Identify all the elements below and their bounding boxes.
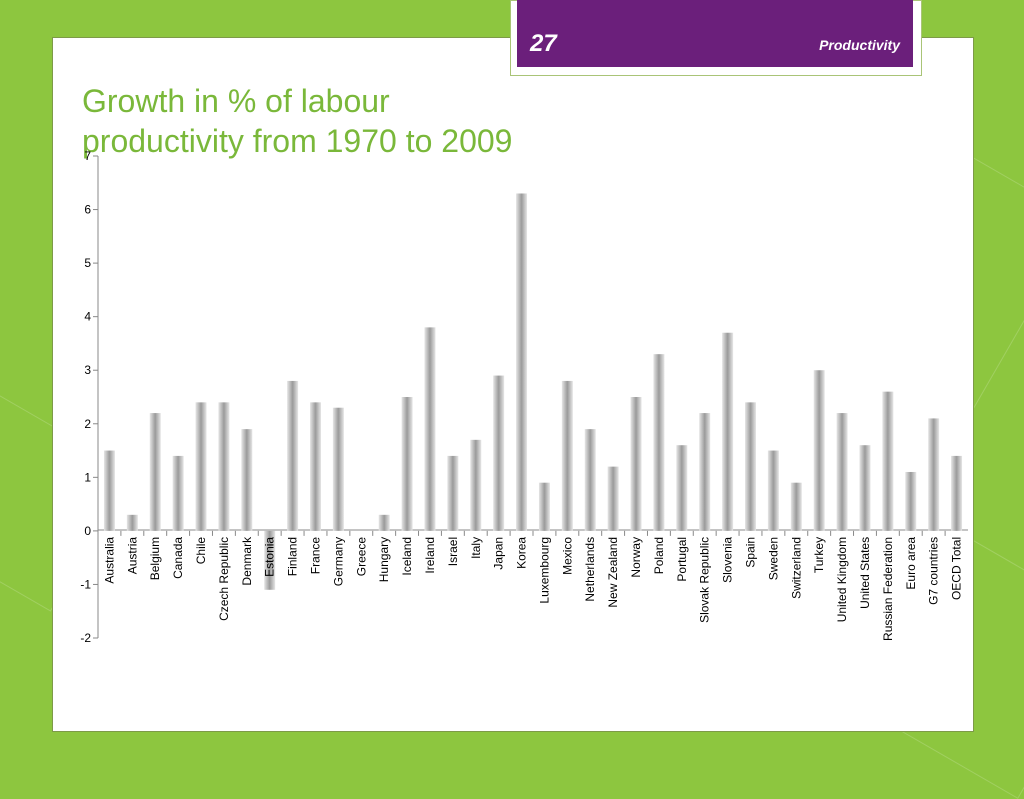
bar <box>584 429 596 531</box>
x-tick-label: Chile <box>194 537 208 565</box>
x-tick-label: Israel <box>446 537 460 566</box>
bar <box>951 455 963 531</box>
x-tick-label: Japan <box>492 537 506 570</box>
y-tick-label: 4 <box>84 310 91 324</box>
bar <box>745 402 756 531</box>
bar <box>470 439 482 531</box>
slide-number: 27 <box>530 30 557 57</box>
bar <box>516 193 528 531</box>
x-tick-label: Slovenia <box>721 537 735 583</box>
x-tick-label: Sweden <box>766 537 780 580</box>
bar <box>126 514 138 531</box>
x-tick-label: Denmark <box>240 536 254 586</box>
x-tick-label: France <box>309 537 323 575</box>
x-tick-label: Norway <box>629 537 643 578</box>
bar <box>218 402 230 531</box>
bar <box>241 429 253 531</box>
bar <box>905 471 917 531</box>
productivity-bar-chart: -2 -1 0 1 2 3 4 5 6 7 Australia Austria Belgium Cana… <box>80 149 968 645</box>
y-tick-label: 1 <box>84 470 91 484</box>
bar <box>378 514 390 531</box>
x-tick-label: Poland <box>652 537 666 574</box>
x-tick-label: Ireland <box>423 537 437 574</box>
bar <box>928 418 940 531</box>
x-tick-label: Netherlands <box>583 537 597 602</box>
bar <box>699 413 711 531</box>
x-axis-labels: Australia Austria Belgium Canada Chile Czech … <box>97 530 964 641</box>
y-tick-label: -2 <box>80 631 91 645</box>
bar <box>653 354 665 531</box>
bar <box>332 407 344 531</box>
x-tick-label: OECD Total <box>950 537 964 600</box>
bar <box>630 397 642 531</box>
x-tick-label: Euro area <box>904 537 918 590</box>
y-tick-label: 0 <box>84 524 91 538</box>
bar <box>813 370 825 531</box>
x-tick-label: Slovak Republic <box>698 537 712 623</box>
x-tick-label: Hungary <box>377 537 391 582</box>
bar <box>287 380 299 531</box>
x-tick-label: Russian Federation <box>881 537 895 641</box>
slide-title: Growth in % of labour productivity from … <box>82 81 602 161</box>
bar <box>676 445 688 531</box>
y-tick-label: 5 <box>84 256 91 270</box>
x-tick-label: New Zealand <box>606 537 620 608</box>
x-tick-label: United Kingdom <box>835 537 849 622</box>
slide-title-line-1: Growth in % of labour <box>82 83 390 120</box>
x-tick-label: Greece <box>354 537 368 577</box>
bar <box>447 455 459 531</box>
slide-title-line-2: productivity from 1970 to 2009 <box>82 123 513 160</box>
x-tick-label: Turkey <box>812 537 826 573</box>
bar <box>538 482 550 531</box>
bars <box>103 193 963 590</box>
y-tick-label: -1 <box>80 577 91 591</box>
x-tick-label: Czech Republic <box>217 537 231 621</box>
y-axis-ticks: -2 -1 0 1 2 3 4 5 6 7 <box>80 149 98 645</box>
bar <box>859 445 871 531</box>
bar <box>836 413 848 531</box>
bar <box>103 450 115 531</box>
header-bar <box>517 0 913 67</box>
bar <box>264 530 276 590</box>
x-tick-label: Estonia <box>263 537 277 577</box>
x-tick-label: Australia <box>102 537 116 584</box>
x-tick-label: Iceland <box>400 537 414 576</box>
bar <box>767 450 779 531</box>
bar <box>195 402 207 531</box>
y-tick-label: 6 <box>84 203 91 217</box>
y-tick-label: 2 <box>84 417 91 431</box>
bar <box>172 455 184 531</box>
bar <box>790 482 802 531</box>
x-tick-label: Finland <box>286 537 300 576</box>
bar <box>424 327 436 531</box>
x-tick-label: Mexico <box>560 537 574 575</box>
x-tick-label: Germany <box>331 537 345 586</box>
bar <box>722 332 734 531</box>
x-tick-label: Portugal <box>675 537 689 582</box>
bar <box>561 380 573 531</box>
bar <box>607 466 619 531</box>
bar <box>401 397 413 531</box>
x-tick-label: Belgium <box>148 537 162 580</box>
bar <box>493 375 505 531</box>
x-tick-label: Austria <box>125 537 139 575</box>
bar <box>149 413 161 531</box>
y-tick-label: 7 <box>84 149 91 163</box>
x-tick-label: Korea <box>515 537 529 569</box>
x-tick-label: Switzerland <box>789 537 803 599</box>
y-tick-label: 3 <box>84 363 91 377</box>
bar <box>882 391 894 531</box>
x-tick-label: United States <box>858 537 872 609</box>
x-tick-label: Spain <box>744 537 758 568</box>
section-label: Productivity <box>819 37 900 53</box>
x-tick-label: G7 countries <box>927 537 941 605</box>
bar <box>310 402 321 531</box>
x-tick-label: Italy <box>469 537 483 559</box>
x-tick-label: Luxembourg <box>537 537 551 604</box>
x-tick-label: Canada <box>171 537 185 579</box>
